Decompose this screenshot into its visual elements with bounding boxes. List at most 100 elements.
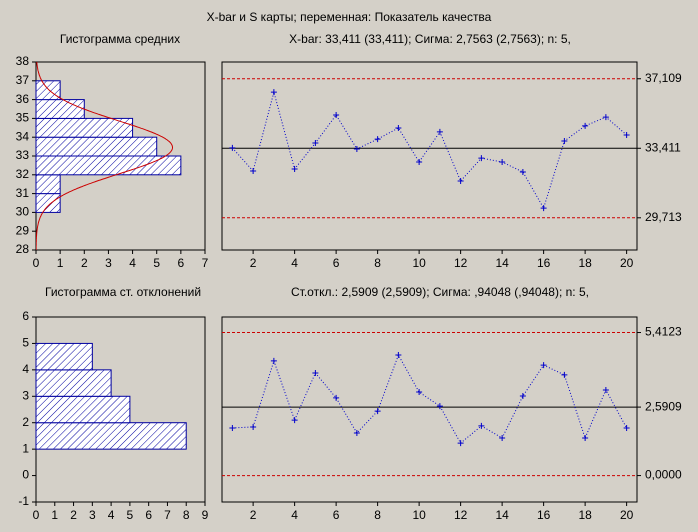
chart-title: Гистограмма ст. отклонений: [45, 285, 201, 299]
point-marker: [540, 362, 547, 369]
point-marker: [270, 89, 277, 96]
x-tick-label: 14: [495, 508, 509, 522]
y-tick-label: 37,109: [645, 71, 682, 85]
x-tick-label: 1: [57, 256, 64, 270]
series-line: [232, 90, 627, 210]
y-tick-label: 29,713: [645, 210, 682, 224]
y-tick-label: 0: [22, 468, 29, 482]
point-marker: [291, 165, 298, 172]
point-marker: [395, 352, 402, 359]
x-tick-label: 10: [412, 256, 426, 270]
chart-subtitle: X-bar: 33,411 (33,411); Сигма: 2,7563 (2…: [289, 32, 571, 46]
x-tick-label: 8: [374, 508, 381, 522]
x-tick-label: 4: [129, 256, 136, 270]
point-marker: [374, 136, 381, 143]
bar: [35, 369, 112, 397]
point-marker: [416, 389, 423, 396]
x-tick-label: 18: [578, 256, 592, 270]
x-tick-label: 4: [291, 508, 298, 522]
point-marker: [457, 440, 464, 447]
point-marker: [229, 425, 236, 431]
x-tick-label: 20: [620, 256, 634, 270]
y-tick-label: 6: [22, 309, 29, 323]
chart-title: Гистограмма средних: [60, 32, 180, 46]
point-marker: [478, 422, 485, 429]
y-tick-label: 33,411: [645, 140, 681, 154]
x-tick-label: 5: [127, 508, 134, 522]
y-tick-label: 31: [16, 186, 30, 200]
point-marker: [582, 435, 589, 442]
point-marker: [436, 403, 443, 410]
y-tick-label: 36: [16, 92, 30, 106]
bar: [35, 193, 61, 213]
point-marker: [582, 122, 589, 129]
point-marker: [561, 371, 568, 378]
y-tick-label: 3: [22, 388, 29, 402]
y-tick-label: 28: [16, 242, 30, 256]
x-tick-label: 8: [374, 256, 381, 270]
point-marker: [623, 425, 630, 431]
point-marker: [312, 370, 319, 377]
point-marker: [602, 114, 609, 121]
x-tick-label: 3: [89, 508, 96, 522]
point-marker: [374, 408, 381, 415]
point-marker: [436, 128, 443, 135]
y-tick-label: 29: [16, 223, 30, 237]
point-marker: [519, 168, 526, 175]
bar: [35, 99, 85, 119]
point-marker: [499, 435, 506, 442]
y-tick-label: 30: [16, 205, 30, 219]
x-tick-label: 2: [250, 508, 257, 522]
y-tick-label: 33: [16, 148, 30, 162]
plot-area: [221, 61, 638, 251]
point-marker: [395, 124, 402, 131]
x-tick-label: 5: [153, 256, 160, 270]
y-tick-label: 5,4123: [645, 325, 682, 339]
x-tick-label: 14: [495, 256, 509, 270]
y-tick-label: 38: [16, 54, 30, 68]
y-tick-label: 1: [22, 441, 29, 455]
point-marker: [478, 155, 485, 162]
x-tick-label: 2: [81, 256, 88, 270]
bar: [35, 395, 131, 424]
y-tick-label: -1: [18, 494, 29, 508]
x-tick-label: 6: [145, 508, 152, 522]
x-tick-label: 0: [33, 508, 40, 522]
x-tick-label: 8: [183, 508, 190, 522]
x-tick-label: 9: [202, 508, 209, 522]
y-tick-label: 2,5909: [645, 399, 682, 413]
point-marker: [457, 178, 464, 185]
chart-subtitle: Ст.откл.: 2,5909 (2,5909); Сигма: ,94048…: [291, 285, 589, 299]
x-tick-label: 12: [454, 256, 468, 270]
bar: [35, 155, 182, 176]
x-tick-label: 6: [178, 256, 185, 270]
y-tick-label: 5: [22, 336, 29, 350]
point-marker: [333, 394, 340, 401]
point-marker: [519, 393, 526, 400]
x-tick-label: 6: [333, 508, 340, 522]
y-tick-label: 35: [16, 111, 30, 125]
point-marker: [561, 137, 568, 144]
y-tick-label: 34: [16, 129, 30, 143]
normal-curve: [36, 62, 173, 250]
x-tick-label: 4: [108, 508, 115, 522]
point-marker: [291, 417, 298, 424]
x-tick-label: 18: [578, 508, 592, 522]
y-tick-label: 4: [22, 362, 29, 376]
x-tick-label: 0: [33, 256, 40, 270]
point-marker: [540, 205, 547, 212]
point-marker: [229, 144, 236, 151]
bar: [35, 136, 158, 157]
point-marker: [250, 423, 257, 430]
x-tick-label: 12: [454, 508, 468, 522]
x-tick-label: 16: [537, 256, 551, 270]
x-tick-label: 7: [202, 256, 209, 270]
bar: [35, 342, 93, 371]
bar: [35, 422, 187, 450]
x-tick-label: 7: [164, 508, 171, 522]
point-marker: [353, 430, 360, 437]
x-tick-label: 2: [250, 256, 257, 270]
point-marker: [602, 386, 609, 393]
x-tick-label: 20: [620, 508, 634, 522]
plot-area: [221, 316, 638, 503]
